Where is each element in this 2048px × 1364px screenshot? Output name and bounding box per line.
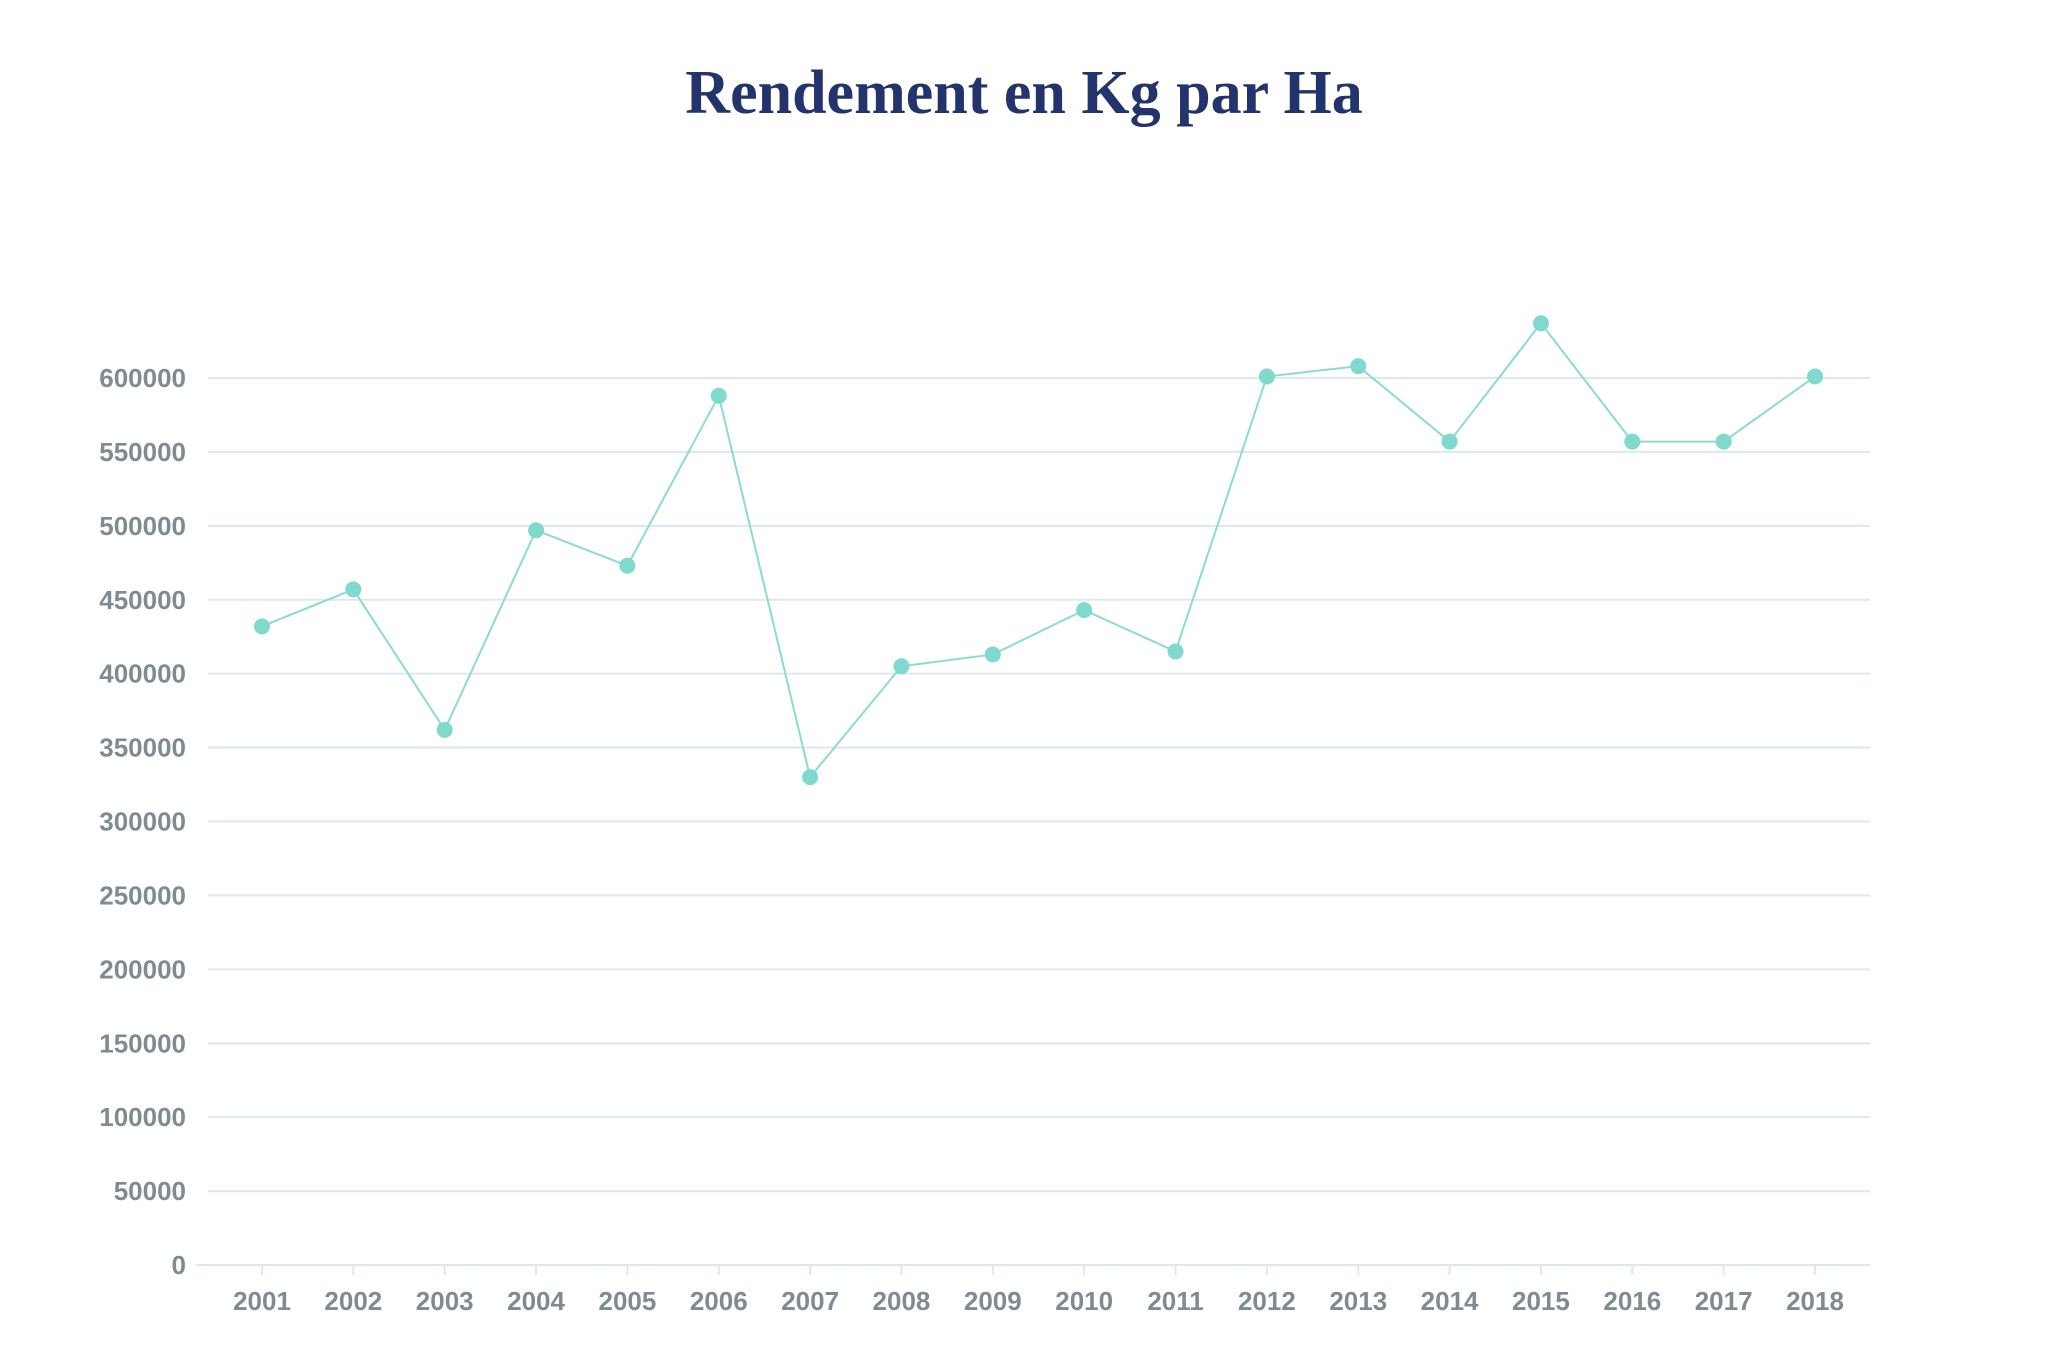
grid-lines	[208, 377, 1870, 1266]
series-line-layer	[261, 321, 1816, 780]
data-point[interactable]	[254, 618, 270, 635]
x-tick-label: 2001	[233, 1286, 291, 1316]
x-tick-label: 2003	[416, 1286, 474, 1316]
x-tick-label: 2009	[964, 1286, 1022, 1316]
x-tick-label: 2014	[1421, 1286, 1479, 1316]
x-tick-label: 2007	[781, 1286, 839, 1316]
x-tick-label: 2002	[324, 1286, 382, 1316]
series-line	[261, 321, 1816, 780]
x-tick-label: 2008	[873, 1286, 931, 1316]
x-tick-label: 2012	[1238, 1286, 1296, 1316]
data-point[interactable]	[1715, 433, 1732, 450]
data-point[interactable]	[893, 658, 910, 675]
data-point[interactable]	[1167, 643, 1184, 660]
data-point[interactable]	[345, 581, 362, 598]
y-tick-label: 500000	[99, 511, 186, 541]
data-point[interactable]	[619, 557, 636, 574]
axes: 0 50000 100000 150000 200000 250000 300000 3500…	[99, 363, 1870, 1316]
data-point[interactable]	[1441, 433, 1458, 450]
y-tick-label: 150000	[99, 1028, 186, 1058]
data-point[interactable]	[710, 387, 727, 404]
x-tick-label: 2015	[1512, 1286, 1570, 1316]
data-point[interactable]	[1076, 602, 1093, 619]
data-point[interactable]	[984, 646, 1001, 663]
data-point[interactable]	[1807, 368, 1823, 385]
x-tick-label: 2018	[1786, 1286, 1844, 1316]
x-tick-label: 2017	[1695, 1286, 1753, 1316]
y-tick-label: 550000	[99, 437, 186, 467]
data-point[interactable]	[1532, 315, 1549, 332]
y-tick-label: 0	[172, 1250, 186, 1280]
data-point[interactable]	[802, 769, 819, 786]
data-point[interactable]	[436, 721, 453, 738]
x-tick-label: 2005	[598, 1286, 656, 1316]
data-point[interactable]	[1258, 368, 1275, 385]
data-point[interactable]	[528, 522, 545, 539]
data-point[interactable]	[1624, 433, 1641, 450]
chart-title: Rendement en Kg par Ha	[685, 59, 1363, 127]
data-points	[254, 315, 1823, 786]
y-tick-label: 600000	[99, 363, 186, 393]
x-tick-label: 2004	[507, 1286, 565, 1316]
y-tick-label: 250000	[99, 880, 186, 910]
x-tick-label: 2013	[1329, 1286, 1387, 1316]
y-tick-label: 300000	[99, 807, 186, 837]
y-tick-label: 200000	[99, 954, 186, 984]
x-tick-label: 2006	[690, 1286, 748, 1316]
y-tick-label: 100000	[99, 1102, 186, 1132]
y-tick-label: 350000	[99, 733, 186, 763]
y-tick-label: 50000	[114, 1176, 186, 1206]
x-tick-label: 2016	[1603, 1286, 1661, 1316]
x-tick-label: 2011	[1147, 1286, 1203, 1316]
y-tick-label: 400000	[99, 659, 186, 689]
y-tick-label: 450000	[99, 585, 186, 615]
data-point[interactable]	[1350, 358, 1367, 375]
x-tick-label: 2010	[1055, 1286, 1113, 1316]
